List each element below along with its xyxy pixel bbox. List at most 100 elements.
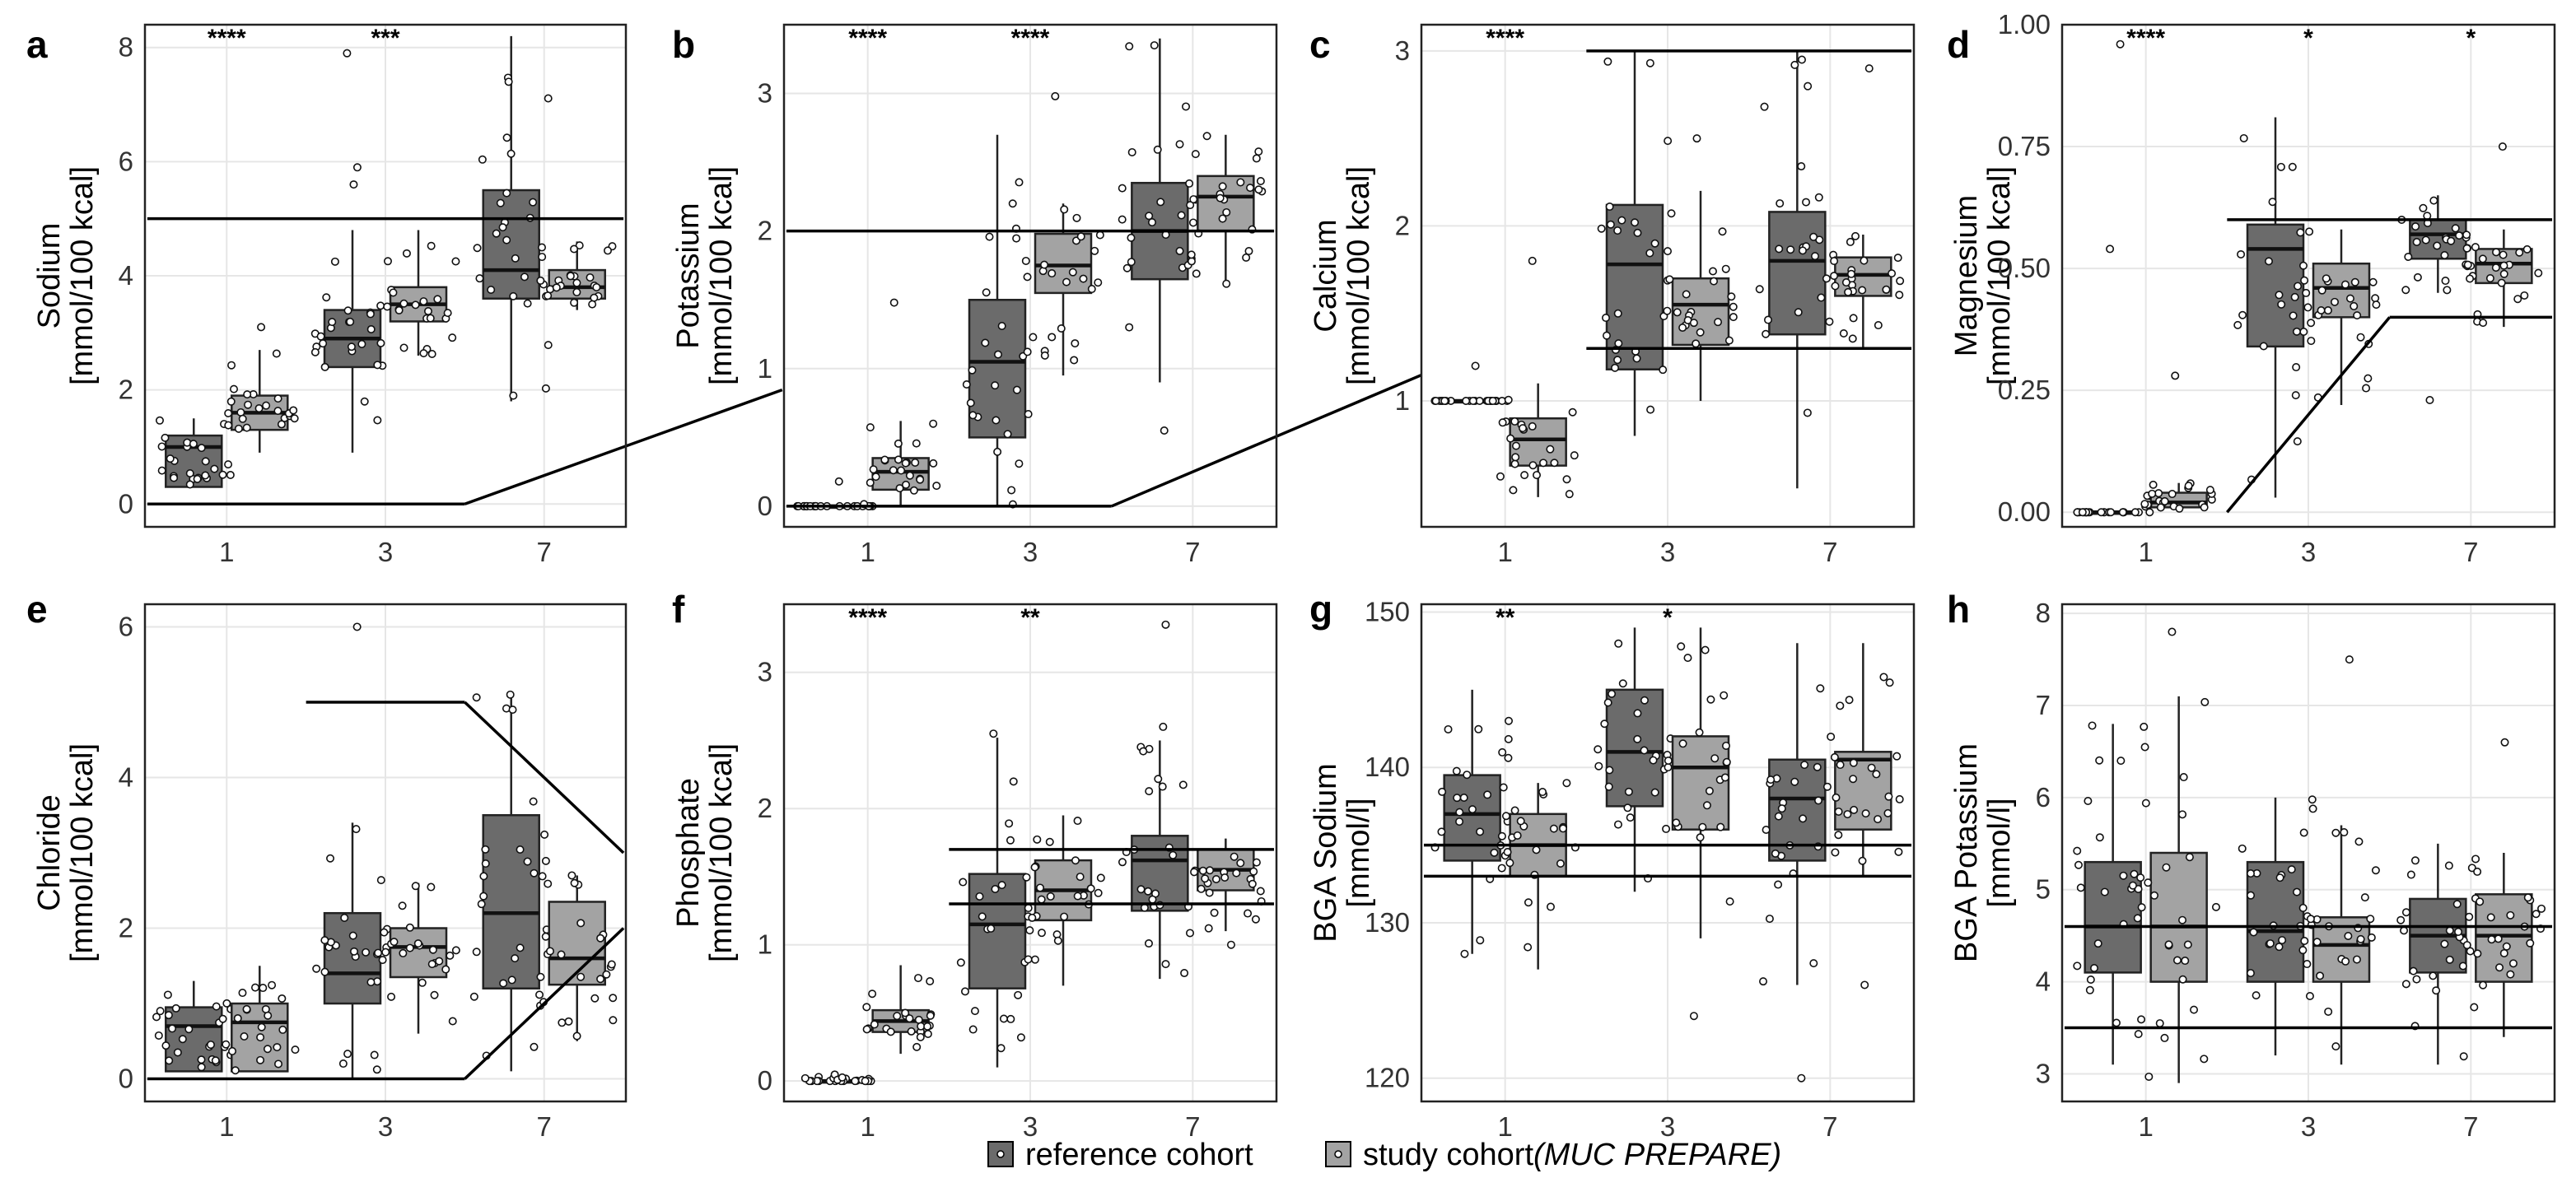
data-point bbox=[2401, 980, 2410, 989]
data-point bbox=[1459, 794, 1468, 803]
data-point bbox=[433, 295, 442, 304]
data-point bbox=[1841, 278, 1850, 287]
data-point bbox=[2140, 722, 2149, 731]
data-point bbox=[1127, 233, 1136, 242]
outlier-point bbox=[508, 705, 517, 715]
data-point bbox=[263, 1045, 272, 1054]
data-point bbox=[1510, 806, 1519, 815]
data-point bbox=[2278, 936, 2287, 945]
y-tick-label: 8 bbox=[119, 32, 133, 63]
data-point bbox=[1721, 741, 1730, 750]
data-point bbox=[1230, 852, 1239, 861]
data-point bbox=[1498, 418, 1507, 427]
data-point bbox=[316, 332, 325, 341]
data-point bbox=[2155, 1019, 2164, 1028]
data-point bbox=[381, 948, 390, 957]
legend: reference cohort study cohort(MUC PREPAR… bbox=[987, 1138, 1781, 1172]
data-point bbox=[1884, 792, 1893, 801]
y-axis-label-line: Magnesium bbox=[1949, 195, 1984, 356]
data-point bbox=[1799, 814, 1808, 823]
data-point bbox=[163, 990, 172, 999]
outlier-point bbox=[1692, 134, 1701, 143]
data-point bbox=[894, 455, 903, 464]
outlier-point bbox=[1159, 722, 1168, 731]
data-point bbox=[2168, 490, 2177, 499]
reference-range-line bbox=[1110, 367, 1438, 508]
data-point bbox=[2324, 1007, 2333, 1016]
data-point bbox=[441, 965, 450, 974]
data-point bbox=[2413, 272, 2422, 282]
data-point bbox=[1559, 824, 1568, 833]
data-point bbox=[538, 253, 547, 262]
outlier-point bbox=[1460, 949, 1469, 958]
data-point bbox=[2308, 795, 2317, 804]
data-point bbox=[1696, 833, 1705, 842]
data-point bbox=[1594, 761, 1603, 771]
y-tick-label: 1 bbox=[1395, 385, 1410, 416]
data-point bbox=[2506, 970, 2515, 979]
data-point bbox=[1022, 873, 1031, 882]
data-point bbox=[889, 466, 898, 475]
data-point bbox=[1503, 847, 1512, 856]
data-point bbox=[197, 1063, 206, 1072]
data-point bbox=[451, 946, 460, 955]
data-point bbox=[1438, 787, 1447, 796]
data-point bbox=[2350, 301, 2359, 310]
data-point bbox=[2252, 991, 2261, 1000]
data-point bbox=[1813, 762, 1822, 771]
panel-d: d Magnesium[mmol/100 kcal] 0.00 0.25 0.50 0.7… bbox=[1947, 9, 2556, 567]
x-tick-label: 1 bbox=[860, 537, 875, 567]
data-point bbox=[968, 411, 978, 420]
data-point bbox=[228, 1046, 237, 1055]
data-point bbox=[1800, 761, 1809, 770]
data-point bbox=[2275, 291, 2284, 300]
data-point bbox=[2293, 887, 2302, 896]
data-point bbox=[1024, 955, 1033, 964]
data-point bbox=[1510, 417, 1519, 426]
panel-letter-a: a bbox=[26, 23, 48, 66]
box-reference bbox=[1605, 688, 1664, 808]
data-point bbox=[1777, 804, 1786, 813]
data-point bbox=[290, 414, 299, 423]
data-point bbox=[2445, 955, 2454, 964]
data-point bbox=[427, 960, 436, 969]
data-point bbox=[2494, 934, 2503, 943]
data-point bbox=[2345, 294, 2354, 303]
data-point bbox=[913, 974, 922, 983]
data-point bbox=[1023, 272, 1032, 282]
data-point bbox=[1006, 1014, 1015, 1023]
y-axis-label-line: [mmol/l] bbox=[1342, 799, 1376, 908]
data-point bbox=[2499, 948, 2508, 957]
data-point bbox=[2306, 915, 2315, 924]
data-point bbox=[2487, 935, 2496, 944]
data-point bbox=[2205, 486, 2214, 495]
data-point bbox=[273, 407, 282, 416]
significance-label: **** bbox=[2126, 25, 2165, 52]
data-point bbox=[376, 338, 385, 347]
y-tick-label: 8 bbox=[2036, 598, 2051, 628]
data-point bbox=[291, 1045, 300, 1055]
y-axis-label-line: Potassium bbox=[671, 203, 706, 348]
data-point bbox=[1817, 293, 1826, 302]
data-point bbox=[152, 1013, 161, 1022]
data-point bbox=[261, 1004, 270, 1013]
data-point bbox=[1211, 874, 1220, 883]
data-point bbox=[985, 232, 994, 241]
data-point bbox=[1689, 319, 1698, 328]
data-point bbox=[1831, 848, 1840, 857]
data-point bbox=[2447, 236, 2456, 245]
data-point bbox=[357, 339, 366, 348]
outlier-point bbox=[1226, 940, 1235, 949]
data-point bbox=[498, 223, 507, 232]
data-point bbox=[2300, 937, 2309, 946]
data-point bbox=[1650, 788, 1659, 797]
data-point bbox=[1695, 728, 1704, 737]
data-point bbox=[2307, 319, 2316, 328]
data-point bbox=[1188, 218, 1197, 227]
data-point bbox=[975, 892, 984, 901]
data-point bbox=[2247, 891, 2256, 900]
data-point bbox=[1851, 231, 1860, 240]
data-point bbox=[1850, 805, 1859, 814]
data-point bbox=[2246, 869, 2255, 878]
